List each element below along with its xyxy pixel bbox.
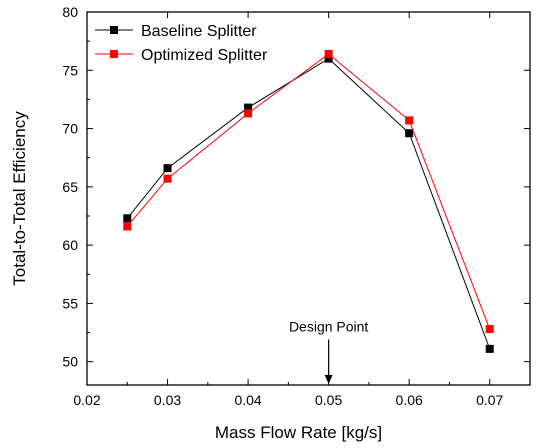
series-line bbox=[126, 53, 491, 330]
data-point bbox=[324, 54, 333, 63]
annotation-arrow-head bbox=[324, 374, 333, 384]
y-tick-label: 50 bbox=[62, 354, 78, 370]
y-tick-label: 70 bbox=[62, 121, 78, 137]
legend-label: Optimized Splitter bbox=[141, 47, 268, 64]
x-tick-label: 0.04 bbox=[234, 392, 261, 408]
x-tick-label: 0.07 bbox=[476, 392, 503, 408]
data-point bbox=[405, 129, 414, 138]
data-point bbox=[163, 164, 172, 173]
data-point bbox=[123, 214, 132, 223]
y-tick-label: 65 bbox=[62, 179, 78, 195]
y-tick-label: 80 bbox=[62, 4, 78, 20]
x-tick-label: 0.05 bbox=[315, 392, 342, 408]
x-tick-label: 0.02 bbox=[73, 392, 100, 408]
data-point bbox=[244, 109, 253, 118]
legend-label: Baseline Splitter bbox=[141, 23, 257, 40]
y-tick-label: 75 bbox=[62, 62, 78, 78]
annotation-text: Design Point bbox=[289, 318, 368, 334]
plot-frame bbox=[86, 11, 531, 386]
data-point bbox=[244, 103, 253, 112]
data-point bbox=[324, 49, 333, 58]
x-axis-title: Mass Flow Rate [kg/s] bbox=[215, 423, 382, 442]
data-point bbox=[123, 222, 132, 231]
legend-marker bbox=[110, 26, 118, 34]
legend-marker bbox=[110, 50, 118, 58]
series-line bbox=[126, 58, 491, 350]
y-tick-label: 60 bbox=[62, 237, 78, 253]
x-tick-label: 0.06 bbox=[396, 392, 423, 408]
data-point bbox=[405, 116, 414, 125]
y-axis-title: Total-to-Total Efficiency bbox=[10, 111, 29, 286]
series-0 bbox=[123, 54, 494, 353]
series-1 bbox=[123, 49, 494, 334]
data-point bbox=[163, 174, 172, 183]
y-tick-label: 55 bbox=[62, 295, 78, 311]
data-point bbox=[485, 325, 494, 334]
x-tick-label: 0.03 bbox=[154, 392, 181, 408]
data-point bbox=[485, 344, 494, 353]
